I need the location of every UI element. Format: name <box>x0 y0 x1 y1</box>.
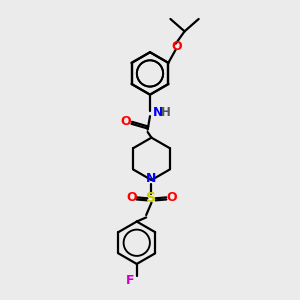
Text: O: O <box>166 191 176 204</box>
Text: N: N <box>146 172 157 185</box>
Text: O: O <box>171 40 182 52</box>
Text: H: H <box>161 106 171 118</box>
Text: F: F <box>126 274 134 287</box>
Text: O: O <box>126 191 137 204</box>
Text: N: N <box>153 106 164 118</box>
Text: O: O <box>120 115 131 128</box>
Text: S: S <box>146 191 157 205</box>
